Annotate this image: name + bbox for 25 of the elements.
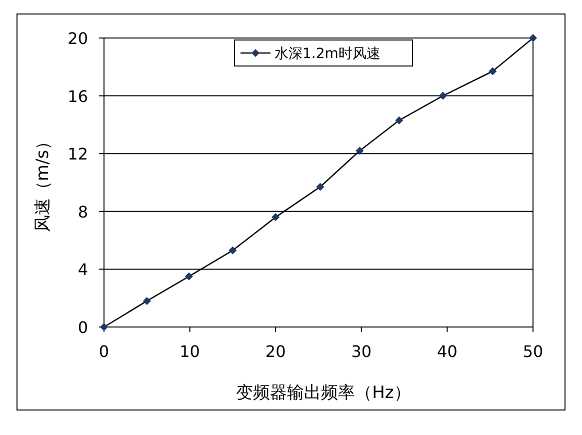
x-tick-label: 20 <box>265 342 286 361</box>
x-tick-label: 10 <box>180 342 200 361</box>
y-tick-label: 0 <box>78 318 88 337</box>
x-tick-label: 30 <box>351 342 372 361</box>
point <box>316 182 324 191</box>
x-tick-label: 0 <box>98 342 110 361</box>
x-tick-label: 40 <box>437 342 458 361</box>
point <box>488 67 497 76</box>
point <box>395 116 404 124</box>
point <box>529 34 537 42</box>
point <box>438 92 447 100</box>
point <box>228 246 237 254</box>
x-axis-title: 变频器输出频率（Hz） <box>236 383 411 403</box>
y-tick-label: 4 <box>78 260 88 280</box>
y-tick-label: 12 <box>68 144 88 164</box>
point <box>184 272 193 280</box>
x-tick-label: 50 <box>522 342 544 361</box>
y-axis-title: 风速（m/s） <box>33 132 53 232</box>
y-tick-label: 8 <box>78 202 88 222</box>
legend-label: 水深1.2m时风速 <box>274 46 380 62</box>
point <box>272 213 280 222</box>
point <box>142 296 151 305</box>
y-tick-label: 16 <box>68 86 88 106</box>
point <box>356 146 364 155</box>
y-tick-label: 20 <box>68 29 88 48</box>
